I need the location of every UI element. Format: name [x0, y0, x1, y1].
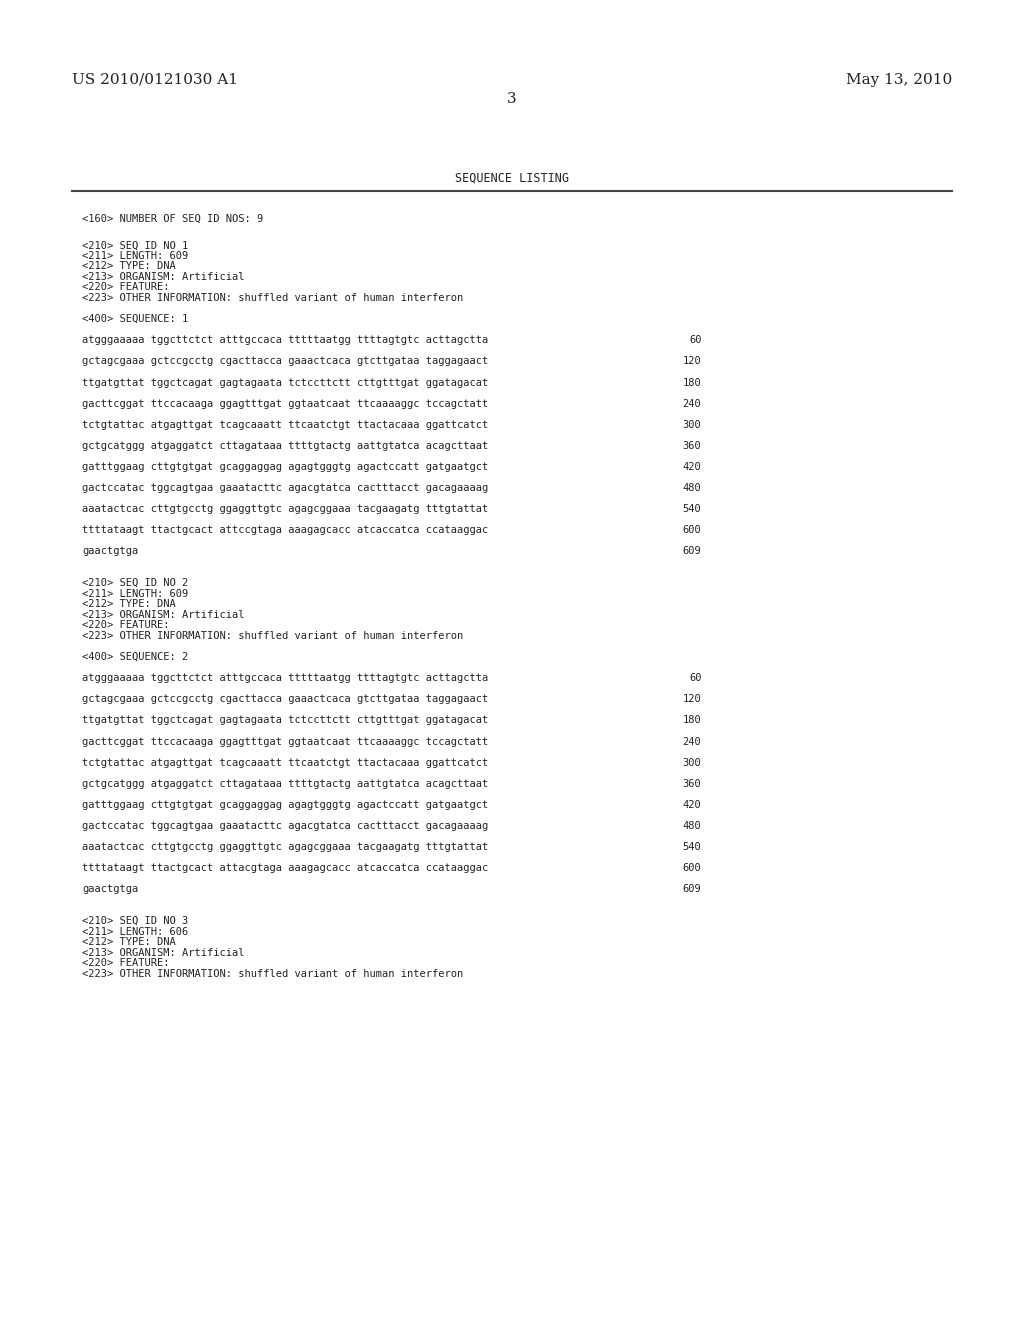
- Text: gatttggaag cttgtgtgat gcaggaggag agagtgggtg agactccatt gatgaatgct: gatttggaag cttgtgtgat gcaggaggag agagtgg…: [82, 462, 488, 473]
- Text: <220> FEATURE:: <220> FEATURE:: [82, 620, 169, 631]
- Text: 420: 420: [683, 462, 701, 473]
- Text: gaactgtga: gaactgtga: [82, 546, 138, 557]
- Text: gactccatac tggcagtgaa gaaatacttc agacgtatca cactttacct gacagaaaag: gactccatac tggcagtgaa gaaatacttc agacgta…: [82, 821, 488, 832]
- Text: 609: 609: [683, 884, 701, 895]
- Text: <223> OTHER INFORMATION: shuffled variant of human interferon: <223> OTHER INFORMATION: shuffled varian…: [82, 631, 463, 642]
- Text: 360: 360: [683, 779, 701, 789]
- Text: <210> SEQ ID NO 1: <210> SEQ ID NO 1: [82, 240, 188, 251]
- Text: <210> SEQ ID NO 3: <210> SEQ ID NO 3: [82, 916, 188, 927]
- Text: tctgtattac atgagttgat tcagcaaatt ttcaatctgt ttactacaaa ggattcatct: tctgtattac atgagttgat tcagcaaatt ttcaatc…: [82, 758, 488, 768]
- Text: <212> TYPE: DNA: <212> TYPE: DNA: [82, 261, 176, 272]
- Text: May 13, 2010: May 13, 2010: [846, 73, 952, 87]
- Text: <211> LENGTH: 609: <211> LENGTH: 609: [82, 251, 188, 261]
- Text: gctagcgaaa gctccgcctg cgacttacca gaaactcaca gtcttgataa taggagaact: gctagcgaaa gctccgcctg cgacttacca gaaactc…: [82, 356, 488, 367]
- Text: 300: 300: [683, 758, 701, 768]
- Text: 360: 360: [683, 441, 701, 451]
- Text: <213> ORGANISM: Artificial: <213> ORGANISM: Artificial: [82, 610, 245, 620]
- Text: SEQUENCE LISTING: SEQUENCE LISTING: [455, 172, 569, 185]
- Text: <212> TYPE: DNA: <212> TYPE: DNA: [82, 937, 176, 948]
- Text: 120: 120: [683, 356, 701, 367]
- Text: 600: 600: [683, 525, 701, 536]
- Text: gctagcgaaa gctccgcctg cgacttacca gaaactcaca gtcttgataa taggagaact: gctagcgaaa gctccgcctg cgacttacca gaaactc…: [82, 694, 488, 705]
- Text: <213> ORGANISM: Artificial: <213> ORGANISM: Artificial: [82, 272, 245, 282]
- Text: atgggaaaaa tggcttctct atttgccaca tttttaatgg ttttagtgtc acttagctta: atgggaaaaa tggcttctct atttgccaca tttttaa…: [82, 335, 488, 346]
- Text: 60: 60: [689, 335, 701, 346]
- Text: <223> OTHER INFORMATION: shuffled variant of human interferon: <223> OTHER INFORMATION: shuffled varian…: [82, 293, 463, 304]
- Text: aaatactcac cttgtgcctg ggaggttgtc agagcggaaa tacgaagatg tttgtattat: aaatactcac cttgtgcctg ggaggttgtc agagcgg…: [82, 504, 488, 515]
- Text: 3: 3: [507, 92, 517, 107]
- Text: <211> LENGTH: 606: <211> LENGTH: 606: [82, 927, 188, 937]
- Text: gaactgtga: gaactgtga: [82, 884, 138, 895]
- Text: <213> ORGANISM: Artificial: <213> ORGANISM: Artificial: [82, 948, 245, 958]
- Text: 600: 600: [683, 863, 701, 874]
- Text: tctgtattac atgagttgat tcagcaaatt ttcaatctgt ttactacaaa ggattcatct: tctgtattac atgagttgat tcagcaaatt ttcaatc…: [82, 420, 488, 430]
- Text: <400> SEQUENCE: 2: <400> SEQUENCE: 2: [82, 652, 188, 663]
- Text: <212> TYPE: DNA: <212> TYPE: DNA: [82, 599, 176, 610]
- Text: gactccatac tggcagtgaa gaaatacttc agacgtatca cactttacct gacagaaaag: gactccatac tggcagtgaa gaaatacttc agacgta…: [82, 483, 488, 494]
- Text: US 2010/0121030 A1: US 2010/0121030 A1: [72, 73, 238, 87]
- Text: ttgatgttat tggctcagat gagtagaata tctccttctt cttgtttgat ggatagacat: ttgatgttat tggctcagat gagtagaata tctcctt…: [82, 378, 488, 388]
- Text: ttttataagt ttactgcact attacgtaga aaagagcacc atcaccatca ccataaggac: ttttataagt ttactgcact attacgtaga aaagagc…: [82, 863, 488, 874]
- Text: ttgatgttat tggctcagat gagtagaata tctccttctt cttgtttgat ggatagacat: ttgatgttat tggctcagat gagtagaata tctcctt…: [82, 715, 488, 726]
- Text: <220> FEATURE:: <220> FEATURE:: [82, 958, 169, 969]
- Text: 120: 120: [683, 694, 701, 705]
- Text: <220> FEATURE:: <220> FEATURE:: [82, 282, 169, 293]
- Text: <223> OTHER INFORMATION: shuffled variant of human interferon: <223> OTHER INFORMATION: shuffled varian…: [82, 969, 463, 979]
- Text: 240: 240: [683, 737, 701, 747]
- Text: <160> NUMBER OF SEQ ID NOS: 9: <160> NUMBER OF SEQ ID NOS: 9: [82, 214, 263, 224]
- Text: 420: 420: [683, 800, 701, 810]
- Text: 540: 540: [683, 842, 701, 853]
- Text: gatttggaag cttgtgtgat gcaggaggag agagtgggtg agactccatt gatgaatgct: gatttggaag cttgtgtgat gcaggaggag agagtgg…: [82, 800, 488, 810]
- Text: 480: 480: [683, 821, 701, 832]
- Text: 60: 60: [689, 673, 701, 684]
- Text: 480: 480: [683, 483, 701, 494]
- Text: 180: 180: [683, 715, 701, 726]
- Text: ttttataagt ttactgcact attccgtaga aaagagcacc atcaccatca ccataaggac: ttttataagt ttactgcact attccgtaga aaagagc…: [82, 525, 488, 536]
- Text: gacttcggat ttccacaaga ggagtttgat ggtaatcaat ttcaaaaggc tccagctatt: gacttcggat ttccacaaga ggagtttgat ggtaatc…: [82, 399, 488, 409]
- Text: 240: 240: [683, 399, 701, 409]
- Text: 540: 540: [683, 504, 701, 515]
- Text: <400> SEQUENCE: 1: <400> SEQUENCE: 1: [82, 314, 188, 325]
- Text: 609: 609: [683, 546, 701, 557]
- Text: gctgcatggg atgaggatct cttagataaa ttttgtactg aattgtatca acagcttaat: gctgcatggg atgaggatct cttagataaa ttttgta…: [82, 779, 488, 789]
- Text: gacttcggat ttccacaaga ggagtttgat ggtaatcaat ttcaaaaggc tccagctatt: gacttcggat ttccacaaga ggagtttgat ggtaatc…: [82, 737, 488, 747]
- Text: gctgcatggg atgaggatct cttagataaa ttttgtactg aattgtatca acagcttaat: gctgcatggg atgaggatct cttagataaa ttttgta…: [82, 441, 488, 451]
- Text: <210> SEQ ID NO 2: <210> SEQ ID NO 2: [82, 578, 188, 589]
- Text: 300: 300: [683, 420, 701, 430]
- Text: <211> LENGTH: 609: <211> LENGTH: 609: [82, 589, 188, 599]
- Text: aaatactcac cttgtgcctg ggaggttgtc agagcggaaa tacgaagatg tttgtattat: aaatactcac cttgtgcctg ggaggttgtc agagcgg…: [82, 842, 488, 853]
- Text: 180: 180: [683, 378, 701, 388]
- Text: atgggaaaaa tggcttctct atttgccaca tttttaatgg ttttagtgtc acttagctta: atgggaaaaa tggcttctct atttgccaca tttttaa…: [82, 673, 488, 684]
